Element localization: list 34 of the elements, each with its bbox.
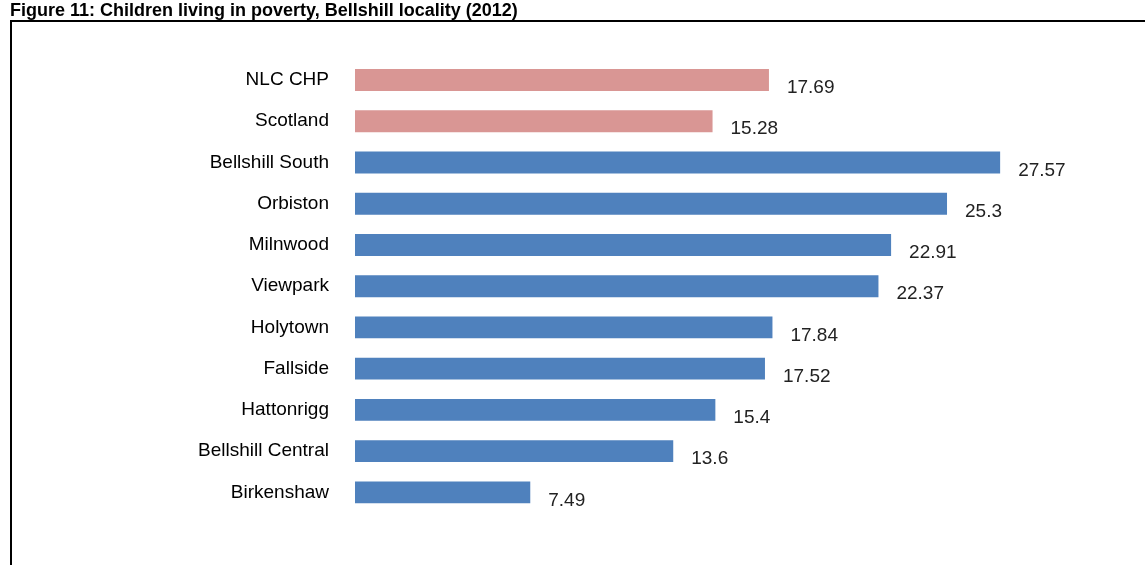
chart-title: Figure 11: Children living in poverty, Bellshill locality (2012) (10, 0, 518, 20)
data-label: 17.84 (790, 323, 839, 345)
bar (355, 440, 674, 463)
data-label: 17.69 (786, 76, 835, 98)
data-label: 22.91 (909, 241, 957, 263)
y-tick-label: Fallside (263, 356, 329, 378)
bar (355, 110, 713, 133)
data-label: 27.57 (1018, 158, 1066, 180)
bar (355, 398, 716, 421)
y-tick-label: Hattonrigg (241, 398, 329, 420)
y-tick-label: Orbiston (257, 191, 329, 213)
data-label: 25.3 (965, 199, 1002, 221)
bar (355, 192, 948, 215)
y-tick-label: Viewpark (251, 274, 330, 296)
y-tick-label: Bellshill South (209, 150, 329, 172)
data-label: 22.37 (896, 282, 944, 304)
y-tick-label: Birkenshaw (230, 480, 330, 502)
data-label: 17.52 (782, 364, 831, 386)
y-tick-label: Milnwood (248, 233, 329, 255)
bar (355, 275, 879, 298)
bar (355, 481, 531, 504)
bar (355, 151, 1001, 174)
y-tick-label: Holytown (250, 315, 329, 337)
data-label: 7.49 (548, 488, 586, 510)
y-tick-label: NLC CHP (245, 68, 329, 90)
data-label: 15.4 (733, 406, 771, 428)
y-tick-label: Scotland (255, 109, 329, 131)
data-label: 15.28 (730, 117, 779, 139)
bar (355, 69, 769, 91)
bar (355, 316, 773, 339)
y-tick-label: Bellshill Central (198, 439, 329, 461)
bar (355, 234, 892, 256)
data-label: 13.6 (691, 447, 729, 469)
bar (355, 357, 765, 380)
